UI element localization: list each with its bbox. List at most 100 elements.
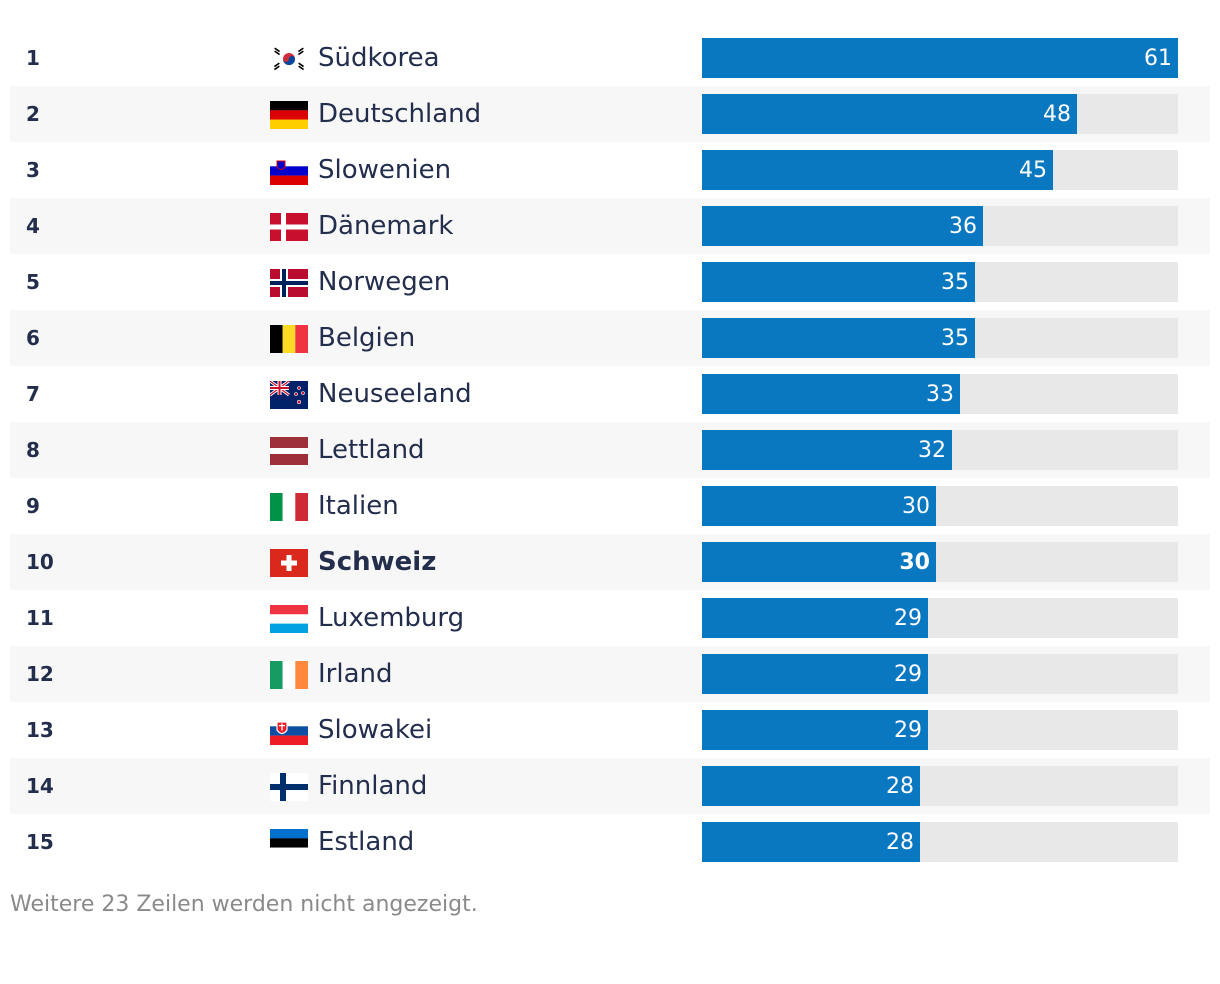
country-label: Luxemburg: [318, 603, 465, 633]
footnote: Weitere 23 Zeilen werden nicht angezeigt…: [10, 892, 478, 917]
rank-label: 12: [26, 662, 54, 686]
table-row: 5 Norwegen 35: [10, 254, 1210, 310]
rank-label: 4: [26, 214, 40, 238]
bar-value-label: 28: [886, 774, 914, 799]
country-label: Belgien: [318, 323, 416, 353]
country-label: Estland: [318, 827, 415, 857]
table-row: 7 Neuseeland 33: [10, 366, 1210, 422]
bar-value-label: 33: [926, 382, 954, 407]
bar: 30: [702, 486, 936, 526]
rank-label: 14: [26, 774, 54, 798]
rank-label: 5: [26, 270, 40, 294]
bar: 28: [702, 766, 920, 806]
bar-track: 29: [702, 598, 1178, 638]
bar-track: 45: [702, 150, 1178, 190]
bar-value-label: 32: [918, 438, 946, 463]
country-label: Südkorea: [318, 43, 440, 73]
denmark-flag: [270, 213, 308, 241]
bar-track: 29: [702, 710, 1178, 750]
ireland-flag: [270, 661, 308, 689]
table-row: 14 Finnland 28: [10, 758, 1210, 814]
bar-value-label: 29: [894, 718, 922, 743]
table-row: 2 Deutschland 48: [10, 86, 1210, 142]
bar-track: 61: [702, 38, 1178, 78]
country-label: Finnland: [318, 771, 428, 801]
bar-track: 30: [702, 542, 1178, 582]
luxembourg-flag: [270, 605, 308, 633]
slovakia-flag: [270, 717, 308, 745]
south-korea-flag: [270, 45, 308, 73]
country-label: Slowenien: [318, 155, 452, 185]
table-row: 6 Belgien 35: [10, 310, 1210, 366]
country-label: Deutschland: [318, 99, 482, 129]
rank-label: 15: [26, 830, 54, 854]
bar-track: 30: [702, 486, 1178, 526]
bar-value-label: 30: [899, 550, 930, 575]
bar-value-label: 28: [886, 830, 914, 855]
bar: 29: [702, 710, 928, 750]
bar-track: 35: [702, 318, 1178, 358]
bar-track: 35: [702, 262, 1178, 302]
country-label: Italien: [318, 491, 399, 521]
rank-label: 2: [26, 102, 40, 126]
table-row: 3 Slowenien 45: [10, 142, 1210, 198]
switzerland-flag: [270, 549, 308, 577]
norway-flag: [270, 269, 308, 297]
bar-value-label: 36: [949, 214, 977, 239]
rank-label: 1: [26, 46, 40, 70]
table-row: 4 Dänemark 36: [10, 198, 1210, 254]
bar-track: 29: [702, 654, 1178, 694]
germany-flag: [270, 101, 308, 129]
bar-value-label: 30: [902, 494, 930, 519]
bar-track: 28: [702, 822, 1178, 862]
new-zealand-flag: [270, 381, 308, 409]
bar-value-label: 35: [941, 326, 969, 351]
country-label: Schweiz: [318, 547, 437, 577]
table-row: 11 Luxemburg 29: [10, 590, 1210, 646]
table-row: 15 Estland 28: [10, 814, 1210, 870]
country-label: Neuseeland: [318, 379, 472, 409]
country-label: Norwegen: [318, 267, 451, 297]
bar-track: 36: [702, 206, 1178, 246]
rank-label: 6: [26, 326, 40, 350]
country-label: Lettland: [318, 435, 425, 465]
bar-track: 33: [702, 374, 1178, 414]
bar-value-label: 29: [894, 606, 922, 631]
bar-track: 32: [702, 430, 1178, 470]
bar-track: 48: [702, 94, 1178, 134]
bar: 36: [702, 206, 983, 246]
bar: 35: [702, 318, 975, 358]
country-label: Irland: [318, 659, 393, 689]
table-row: 9 Italien 30: [10, 478, 1210, 534]
bar: 35: [702, 262, 975, 302]
bar-value-label: 48: [1043, 102, 1071, 127]
rank-label: 3: [26, 158, 40, 182]
bar-value-label: 61: [1144, 46, 1172, 71]
bar: 30: [702, 542, 936, 582]
table-row: 13 Slowakei 29: [10, 702, 1210, 758]
bar: 45: [702, 150, 1053, 190]
bar: 33: [702, 374, 960, 414]
rank-label: 9: [26, 494, 40, 518]
italy-flag: [270, 493, 308, 521]
bar-value-label: 45: [1019, 158, 1047, 183]
latvia-flag: [270, 437, 308, 465]
rank-label: 8: [26, 438, 40, 462]
country-label: Slowakei: [318, 715, 433, 745]
slovenia-flag: [270, 157, 308, 185]
bar: 29: [702, 654, 928, 694]
rank-label: 13: [26, 718, 54, 742]
rank-label: 11: [26, 606, 54, 630]
bar: 32: [702, 430, 952, 470]
table-row: 12 Irland 29: [10, 646, 1210, 702]
table-row: 1 Südkorea 61: [10, 30, 1210, 86]
bar: 29: [702, 598, 928, 638]
bar: 28: [702, 822, 920, 862]
rank-label: 10: [26, 550, 54, 574]
belgium-flag: [270, 325, 308, 353]
bar: 48: [702, 94, 1077, 134]
table-row: 10 Schweiz 30: [10, 534, 1210, 590]
bar-value-label: 35: [941, 270, 969, 295]
bar-value-label: 29: [894, 662, 922, 687]
estonia-flag: [270, 829, 308, 857]
